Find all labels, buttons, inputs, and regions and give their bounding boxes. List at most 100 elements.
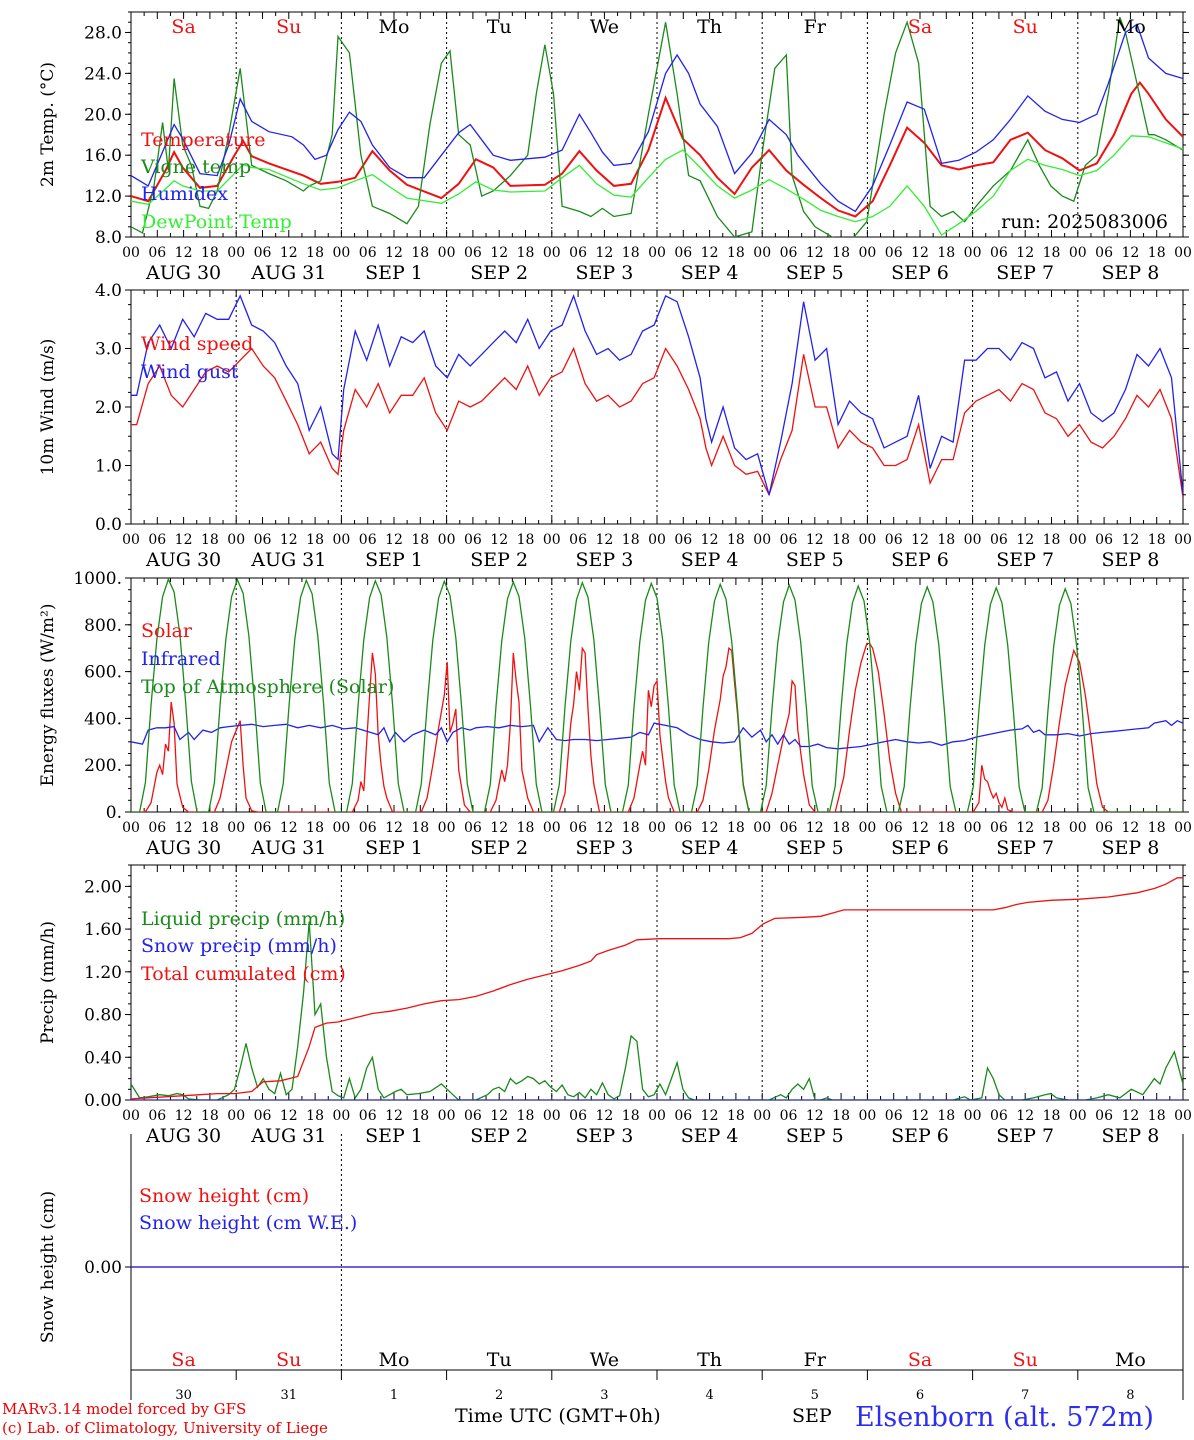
hour-tick-label: 12 [1016,245,1034,261]
hour-tick-label: 06 [780,1108,798,1124]
hour-tick-label: 12 [385,245,403,261]
weekday-label: Th [697,1349,722,1371]
hour-tick-label: 00 [1174,1108,1192,1124]
y-tick-label: 1000. [73,569,122,589]
y-tick-label: 0. [106,803,122,823]
legend-label: Top of Atmosphere (Solar) [141,676,394,698]
hour-tick-label: 00 [543,532,561,548]
day-label: AUG 30 [145,262,221,284]
weekday-label: Su [1013,1349,1038,1371]
hour-tick-label: 12 [280,1108,298,1124]
hour-tick-label: 00 [332,532,350,548]
hour-tick-label: 06 [1095,245,1113,261]
hour-tick-label: 18 [937,532,955,548]
weekday-label: Th [697,16,722,38]
hour-tick-label: 00 [227,820,245,836]
hour-tick-label: 18 [727,1108,745,1124]
legend-label: Humidex [141,183,228,205]
day-label: SEP 8 [1101,262,1159,284]
hour-tick-label: 06 [254,820,272,836]
hour-tick-label: 00 [122,245,140,261]
hour-tick-label: 00 [648,820,666,836]
hour-tick-label: 12 [280,532,298,548]
hour-tick-label: 00 [543,820,561,836]
hour-tick-label: 12 [911,820,929,836]
y-tick-label: 0.00 [84,1091,122,1111]
hour-tick-label: 12 [1121,532,1139,548]
day-label: SEP 6 [891,262,949,284]
series-line [131,719,1183,750]
weekday-label: Mo [379,1349,410,1371]
hour-tick-label: 06 [885,532,903,548]
weekday-label: Su [276,1349,301,1371]
hour-tick-label: 06 [885,245,903,261]
hour-tick-label: 00 [227,1108,245,1124]
day-label: SEP 1 [365,837,423,859]
hour-tick-label: 18 [832,1108,850,1124]
y-tick-label: 0.00 [84,1258,122,1278]
hour-tick-label: 18 [306,532,324,548]
series-line [131,293,1183,495]
hour-tick-label: 06 [464,532,482,548]
model-credit: MARv3.14 model forced by GFS [2,1400,247,1418]
hour-tick-label: 18 [1043,532,1061,548]
hour-tick-label: 12 [701,245,719,261]
hour-tick-label: 18 [517,245,535,261]
hour-tick-label: 18 [1043,245,1061,261]
hour-tick-label: 12 [490,820,508,836]
hour-tick-label: 18 [411,820,429,836]
hour-tick-label: 18 [411,245,429,261]
weekday-label: Su [1013,16,1038,38]
legend-label: DewPoint Temp [141,211,292,233]
y-axis-label: Energy fluxes (W/m²) [38,604,58,787]
weekday-label: Fr [804,16,827,38]
weekday-label: Tu [487,1349,512,1371]
day-label: SEP 7 [996,837,1054,859]
hour-tick-label: 00 [858,1108,876,1124]
hour-tick-label: 06 [674,1108,692,1124]
day-number: 1 [390,1388,398,1403]
day-label: AUG 31 [250,1125,326,1147]
day-label: SEP 6 [891,549,949,571]
month-label: SEP [792,1405,832,1427]
weekday-label: Su [276,16,301,38]
hour-tick-label: 06 [569,532,587,548]
hour-tick-label: 12 [385,532,403,548]
hour-tick-label: 00 [227,245,245,261]
legend-label: Temperature [141,129,265,151]
series-line [131,135,1183,236]
y-tick-label: 1.0 [95,457,122,477]
hour-tick-label: 18 [517,820,535,836]
hour-tick-label: 00 [1174,532,1192,548]
day-label: SEP 7 [996,262,1054,284]
hour-tick-label: 06 [464,820,482,836]
hour-tick-label: 12 [280,245,298,261]
hour-tick-label: 18 [306,245,324,261]
hour-tick-label: 18 [517,1108,535,1124]
hour-tick-label: 00 [648,532,666,548]
hour-tick-label: 00 [858,532,876,548]
day-number: 5 [811,1388,819,1403]
series-line [131,642,1183,812]
hour-tick-label: 18 [411,532,429,548]
hour-tick-label: 06 [569,1108,587,1124]
day-label: SEP 8 [1101,1125,1159,1147]
hour-tick-label: 06 [1095,532,1113,548]
hour-tick-label: 00 [543,1108,561,1124]
day-label: AUG 30 [145,549,221,571]
hour-tick-label: 18 [622,820,640,836]
hour-tick-label: 06 [990,1108,1008,1124]
hour-tick-label: 06 [148,532,166,548]
day-label: SEP 4 [681,549,739,571]
hour-tick-label: 06 [464,245,482,261]
day-label: AUG 31 [250,549,326,571]
hour-tick-label: 06 [780,532,798,548]
panel-flux [125,577,1189,813]
hour-tick-label: 06 [148,1108,166,1124]
y-tick-label: 2.00 [84,877,122,897]
day-label: SEP 3 [575,1125,633,1147]
hour-tick-label: 06 [1095,1108,1113,1124]
y-tick-label: 200. [84,756,122,776]
day-label: SEP 5 [786,1125,844,1147]
day-label: SEP 3 [575,549,633,571]
